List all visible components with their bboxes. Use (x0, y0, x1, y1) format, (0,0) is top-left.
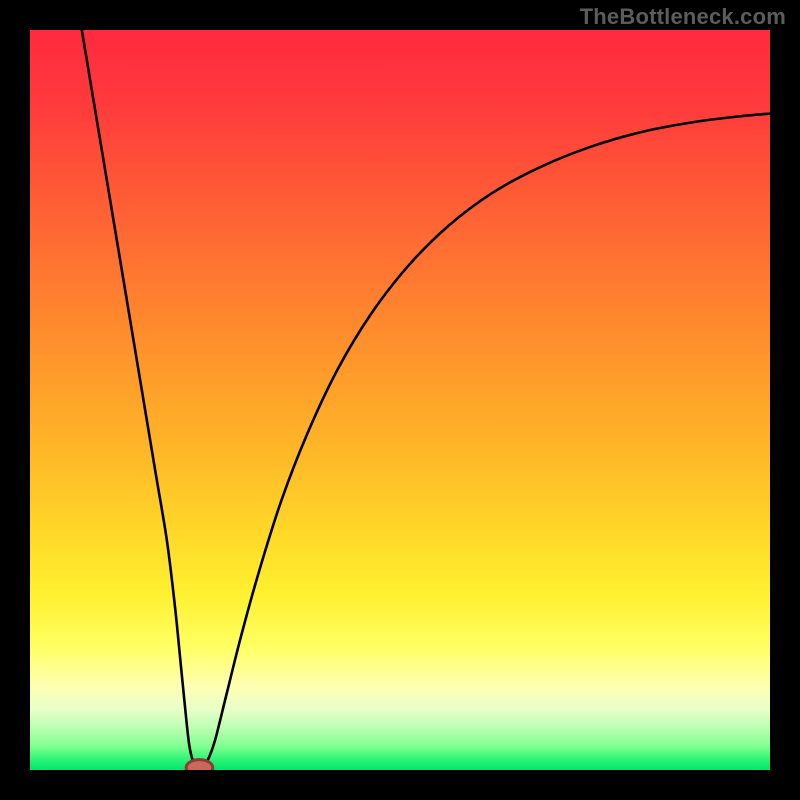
chart-frame: TheBottleneck.com (0, 0, 800, 800)
data-marker (186, 760, 213, 770)
plot-area (30, 30, 770, 770)
watermark-text: TheBottleneck.com (580, 4, 786, 30)
bottleneck-curve-chart (30, 30, 770, 770)
gradient-background (30, 30, 770, 770)
